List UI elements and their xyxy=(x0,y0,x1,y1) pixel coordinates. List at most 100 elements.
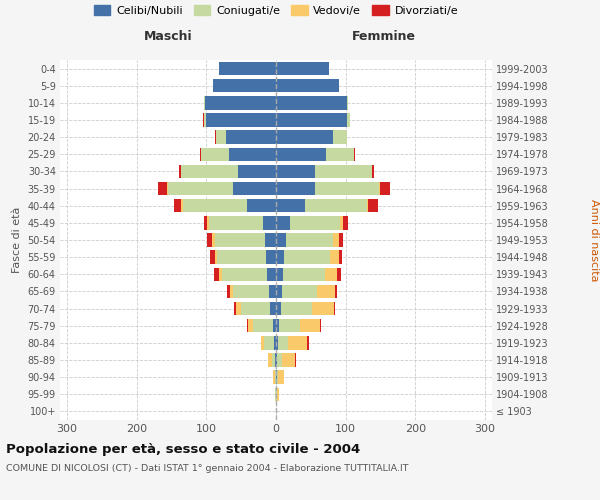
Bar xyxy=(276,164,315,178)
Bar xyxy=(272,319,276,332)
Bar xyxy=(219,62,276,76)
Bar xyxy=(334,302,335,316)
Bar xyxy=(205,96,276,110)
Bar xyxy=(329,250,340,264)
Bar xyxy=(276,388,277,401)
Bar xyxy=(333,130,347,144)
Bar xyxy=(181,164,238,178)
Bar xyxy=(215,234,265,246)
Bar xyxy=(276,130,333,144)
Bar xyxy=(268,354,272,366)
Bar xyxy=(276,284,282,298)
Bar xyxy=(226,130,276,144)
Bar xyxy=(320,319,321,332)
Bar xyxy=(212,79,276,92)
Bar xyxy=(207,234,212,246)
Bar xyxy=(216,130,226,144)
Bar xyxy=(368,199,378,212)
Bar xyxy=(288,336,307,349)
Bar xyxy=(200,148,201,161)
Bar xyxy=(276,250,284,264)
Bar xyxy=(315,182,379,196)
Bar xyxy=(367,199,368,212)
Bar xyxy=(227,284,230,298)
Legend: Celibi/Nubili, Coniugati/e, Vedovi/e, Divorziati/e: Celibi/Nubili, Coniugati/e, Vedovi/e, Di… xyxy=(89,1,463,20)
Bar xyxy=(337,268,341,281)
Bar xyxy=(282,354,295,366)
Bar xyxy=(276,79,339,92)
Bar xyxy=(234,302,236,316)
Bar xyxy=(212,234,215,246)
Bar xyxy=(347,96,349,110)
Bar xyxy=(280,319,301,332)
Bar xyxy=(347,114,350,126)
Bar xyxy=(325,268,337,281)
Bar xyxy=(230,284,233,298)
Bar xyxy=(233,182,276,196)
Bar xyxy=(266,250,276,264)
Bar xyxy=(263,216,276,230)
Bar xyxy=(221,268,267,281)
Bar xyxy=(278,336,288,349)
Bar xyxy=(281,302,311,316)
Bar xyxy=(340,234,343,246)
Bar xyxy=(276,96,347,110)
Bar xyxy=(203,216,207,230)
Y-axis label: Fasce di età: Fasce di età xyxy=(12,207,22,273)
Bar xyxy=(276,148,326,161)
Bar xyxy=(295,354,296,366)
Bar xyxy=(181,199,182,212)
Bar xyxy=(233,284,269,298)
Bar xyxy=(219,268,221,281)
Bar xyxy=(179,164,181,178)
Bar xyxy=(271,302,276,316)
Bar xyxy=(335,284,337,298)
Bar xyxy=(307,336,309,349)
Bar xyxy=(264,336,274,349)
Bar xyxy=(168,182,233,196)
Bar xyxy=(354,148,355,161)
Bar xyxy=(209,216,263,230)
Bar xyxy=(276,370,277,384)
Bar xyxy=(380,182,389,196)
Bar xyxy=(207,216,209,230)
Bar xyxy=(274,336,276,349)
Bar xyxy=(248,319,253,332)
Bar xyxy=(215,250,217,264)
Bar xyxy=(283,268,325,281)
Bar xyxy=(236,302,241,316)
Bar xyxy=(305,199,367,212)
Bar xyxy=(217,250,266,264)
Text: Femmine: Femmine xyxy=(352,30,416,43)
Bar xyxy=(167,182,168,196)
Bar xyxy=(276,234,286,246)
Bar xyxy=(276,199,305,212)
Bar xyxy=(241,302,271,316)
Text: Maschi: Maschi xyxy=(143,30,193,43)
Bar xyxy=(247,199,276,212)
Bar xyxy=(343,216,349,230)
Bar xyxy=(286,234,333,246)
Bar xyxy=(275,388,276,401)
Bar xyxy=(372,164,374,178)
Bar xyxy=(272,354,275,366)
Bar xyxy=(276,302,281,316)
Bar xyxy=(247,319,248,332)
Bar xyxy=(215,130,216,144)
Bar xyxy=(210,250,215,264)
Bar xyxy=(206,114,276,126)
Bar xyxy=(260,336,264,349)
Bar xyxy=(290,216,340,230)
Bar xyxy=(203,114,206,126)
Bar xyxy=(267,268,276,281)
Bar xyxy=(333,234,340,246)
Bar xyxy=(276,216,290,230)
Bar xyxy=(253,319,272,332)
Bar xyxy=(275,370,276,384)
Bar xyxy=(238,164,276,178)
Bar xyxy=(340,216,343,230)
Text: COMUNE DI NICOLOSI (CT) - Dati ISTAT 1° gennaio 2004 - Elaborazione TUTTITALIA.I: COMUNE DI NICOLOSI (CT) - Dati ISTAT 1° … xyxy=(6,464,409,473)
Bar xyxy=(229,148,276,161)
Bar xyxy=(317,284,335,298)
Bar xyxy=(174,199,181,212)
